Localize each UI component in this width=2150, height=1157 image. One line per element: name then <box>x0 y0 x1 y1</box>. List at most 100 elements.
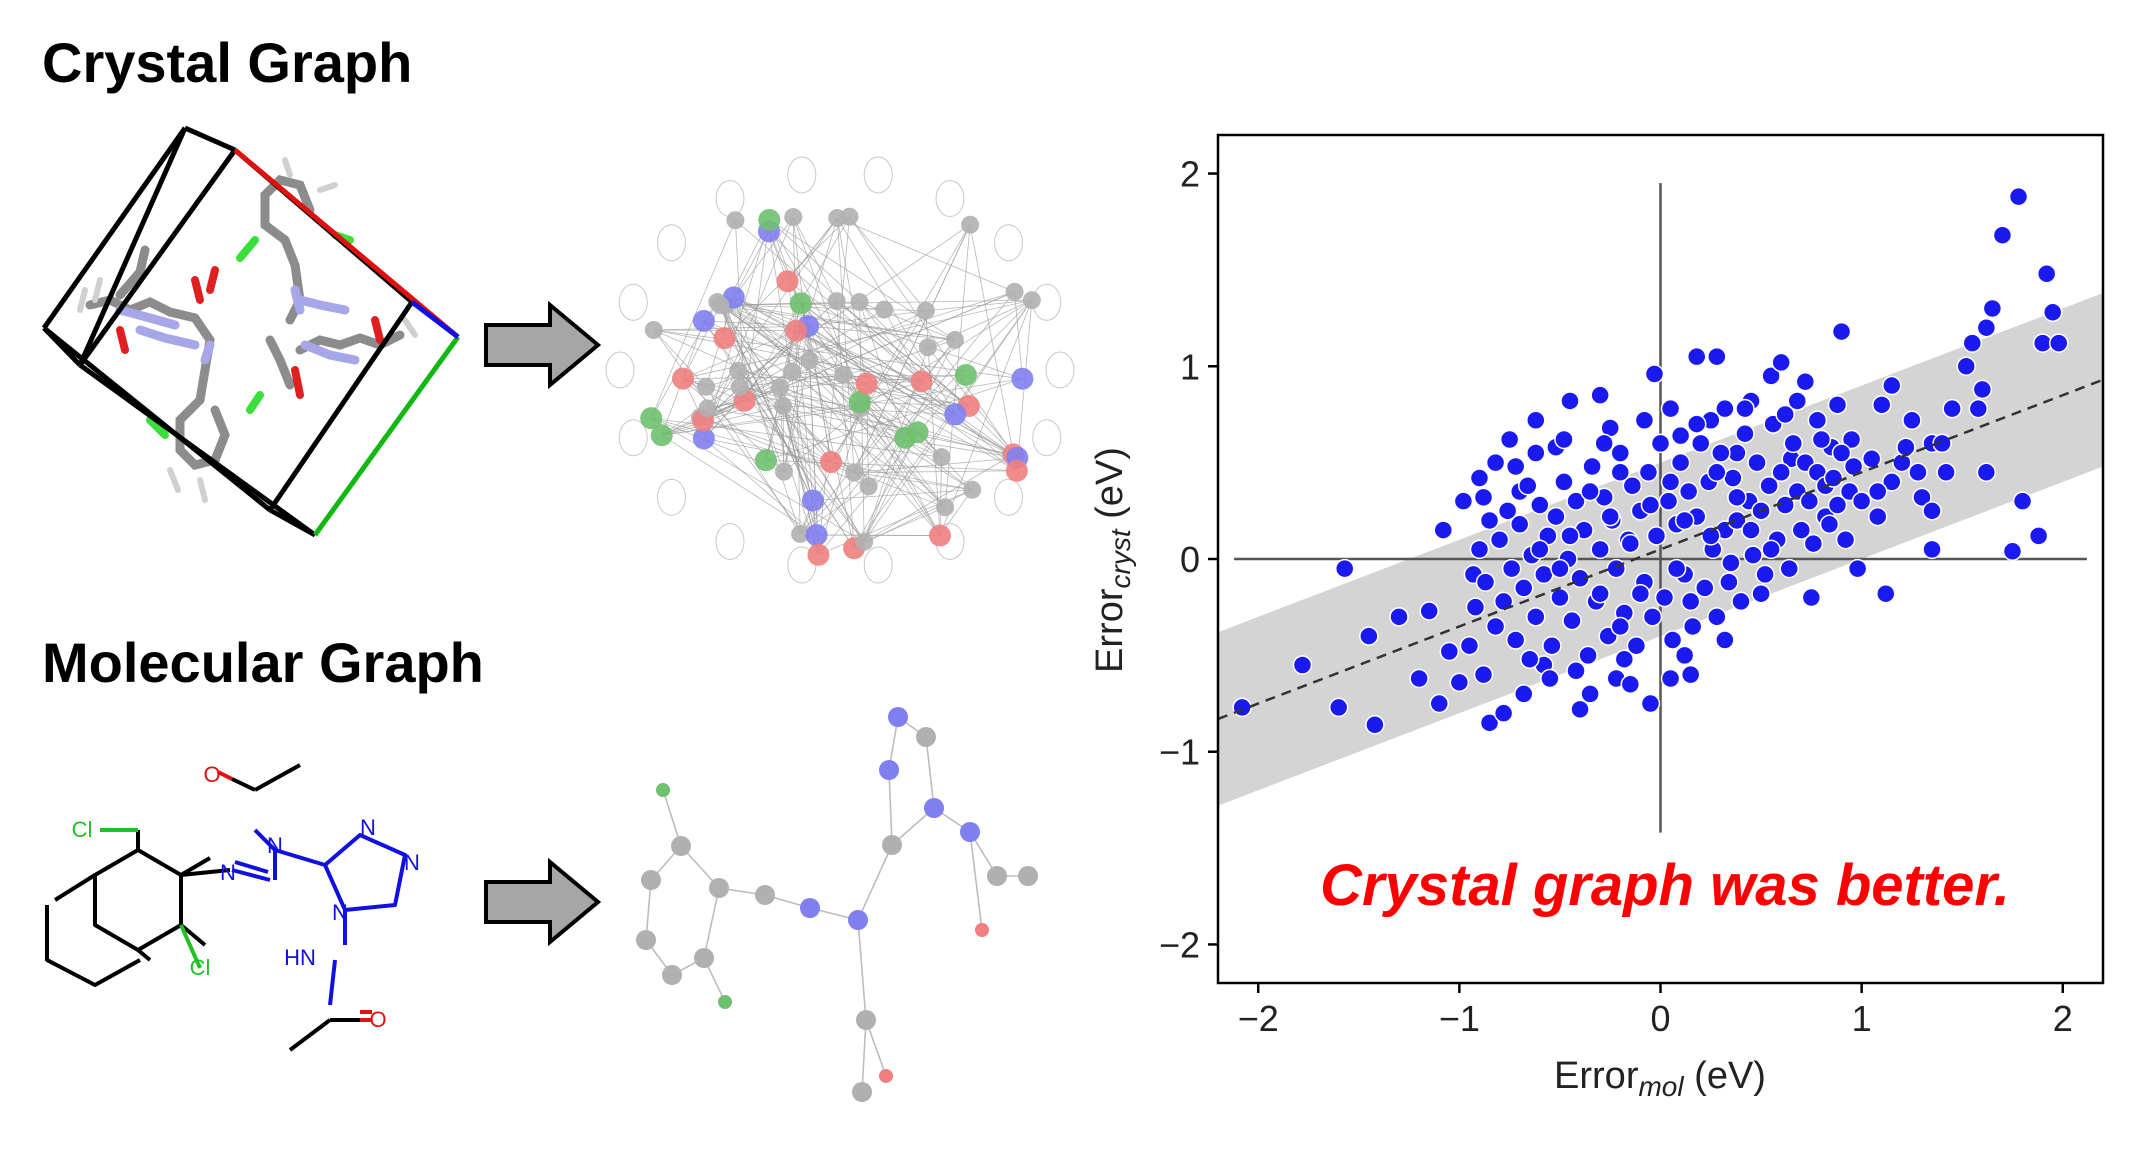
scatter-point <box>1513 684 1534 704</box>
scatter-point <box>1976 317 1997 338</box>
scatter-point <box>1497 501 1518 521</box>
graph-edge <box>703 438 817 536</box>
scatter-point <box>1761 539 1781 560</box>
scatter-point <box>1795 371 1816 392</box>
scatter-point <box>1590 583 1610 604</box>
scatter-point <box>1433 520 1454 540</box>
graph-edge <box>661 434 817 536</box>
scatter-point <box>1292 655 1313 675</box>
scatter-point <box>1566 661 1586 681</box>
graph-node <box>692 427 715 450</box>
self-loop <box>1032 419 1062 457</box>
graph-node <box>1011 367 1034 390</box>
scatter-point <box>1912 487 1932 508</box>
graph-edge <box>859 301 922 382</box>
y-tick-label: 0 <box>1180 539 1200 580</box>
scatter-point <box>1479 713 1500 733</box>
graph-edge <box>653 329 707 388</box>
graph-edge <box>816 534 940 536</box>
scatter-point <box>1711 443 1731 463</box>
scatter-point <box>1570 699 1590 720</box>
graph-node <box>848 910 868 930</box>
graph-edge <box>799 339 956 535</box>
scatter-point <box>1485 452 1506 473</box>
scatter-point <box>1783 433 1803 454</box>
graph-edge <box>860 299 1033 409</box>
scatter-point <box>1896 437 1916 457</box>
self-loop <box>787 156 817 194</box>
scatter-point <box>1610 616 1631 637</box>
graph-edge <box>853 432 918 549</box>
arrow-crystal <box>484 300 602 390</box>
scatter-point <box>1580 684 1600 704</box>
scatter-point <box>1771 352 1791 373</box>
scatter-point <box>1787 391 1808 411</box>
graph-edge <box>792 216 838 302</box>
y-tick-label: −1 <box>1159 732 1200 773</box>
scatter-point <box>1972 379 1993 400</box>
scatter-point <box>1660 668 1681 689</box>
graph-edge <box>699 416 832 463</box>
scatter-point <box>1644 364 1665 384</box>
graph-edge <box>717 301 973 491</box>
scatter-point <box>1680 664 1701 685</box>
scatter-point <box>1721 553 1741 573</box>
x-axis-ticks: −2 −1 0 1 2 <box>1238 983 2073 1039</box>
scatter-point <box>1727 510 1747 531</box>
graph-node <box>834 365 853 384</box>
graph-edge <box>808 360 819 555</box>
scatter-point <box>1660 398 1681 419</box>
scatter-point <box>1520 649 1540 669</box>
atom-label-o-top: O <box>203 762 220 787</box>
graph-node <box>845 463 864 482</box>
graph-edge <box>703 887 720 959</box>
scatter-point <box>1723 468 1743 488</box>
scatter-point <box>1922 501 1942 521</box>
graph-node <box>963 480 982 499</box>
scatter-point <box>1942 398 1962 419</box>
scatter-point <box>1922 539 1942 560</box>
graph-node <box>672 367 695 390</box>
crystal-molecules <box>77 157 418 503</box>
graph-node <box>774 462 793 481</box>
self-loop <box>656 478 686 516</box>
scatter-point <box>1505 630 1526 650</box>
graph-node <box>879 1069 893 1083</box>
scatter-point <box>1509 514 1530 535</box>
graph-node <box>726 211 745 230</box>
graph-edge <box>857 844 893 921</box>
scatter-point <box>1501 558 1522 579</box>
graph-node <box>936 498 955 517</box>
graph-node <box>944 403 967 426</box>
scatter-point <box>1562 610 1582 631</box>
scatter-point <box>1861 449 1882 469</box>
scatter-point <box>1620 674 1641 695</box>
self-loop <box>656 224 686 262</box>
graph-node <box>882 835 902 855</box>
graph-edge <box>816 291 1015 536</box>
scatter-point <box>1872 395 1892 415</box>
arrow-molecular <box>484 857 602 947</box>
graph-node <box>708 293 727 312</box>
scatter-point <box>1727 487 1747 508</box>
graph-node <box>819 451 842 474</box>
scatter-point <box>1851 491 1872 511</box>
scatter-point <box>1803 533 1824 554</box>
graph-edge <box>836 300 970 407</box>
scatter-point <box>1578 645 1598 666</box>
molecule-structure: Cl Cl O O N N N N N HN <box>45 762 420 1052</box>
scatter-point <box>1232 697 1252 718</box>
scatter-point <box>1389 607 1409 627</box>
graph-edge <box>645 879 652 941</box>
atom-label-n-5: N <box>332 900 348 925</box>
self-loop <box>715 522 745 560</box>
scatter-point <box>1847 558 1868 579</box>
graph-edge <box>733 231 770 298</box>
scatter-point <box>1439 641 1460 662</box>
scatter-point <box>1982 298 2003 319</box>
scatter-point <box>1747 452 1767 473</box>
atom-label-cl-bottom: Cl <box>190 955 211 980</box>
graph-node <box>698 399 717 418</box>
scatter-point <box>1449 672 1470 693</box>
graph-edge <box>707 407 1018 459</box>
